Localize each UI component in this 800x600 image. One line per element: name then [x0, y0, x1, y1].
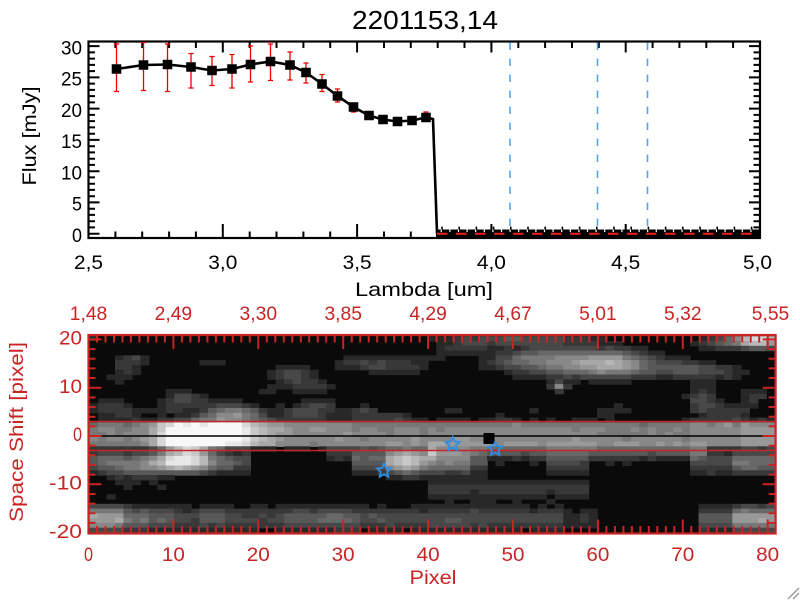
svg-text:5,01: 5,01 [579, 303, 617, 325]
svg-text:Space Shift [pixel]: Space Shift [pixel] [6, 342, 28, 522]
svg-text:20: 20 [61, 100, 82, 122]
svg-text:40: 40 [417, 544, 440, 566]
svg-text:50: 50 [502, 544, 525, 566]
svg-text:0: 0 [72, 225, 82, 247]
svg-text:30: 30 [61, 37, 82, 59]
svg-text:1,48: 1,48 [70, 303, 108, 325]
svg-text:3,0: 3,0 [208, 252, 237, 274]
svg-text:60: 60 [586, 544, 609, 566]
svg-text:2201153,14: 2201153,14 [352, 7, 498, 35]
svg-text:0: 0 [84, 544, 93, 566]
svg-text:10: 10 [61, 162, 82, 184]
svg-text:70: 70 [671, 544, 694, 566]
svg-text:80: 80 [756, 544, 779, 566]
svg-text:30: 30 [332, 544, 355, 566]
svg-text:20: 20 [247, 544, 270, 566]
svg-text:3,85: 3,85 [324, 303, 362, 325]
svg-text:5,32: 5,32 [664, 303, 702, 325]
svg-text:10: 10 [59, 376, 82, 398]
svg-text:5,55: 5,55 [752, 303, 790, 325]
svg-text:Flux [mJy]: Flux [mJy] [19, 87, 41, 186]
svg-text:-20: -20 [49, 521, 82, 543]
svg-text:2,5: 2,5 [74, 252, 103, 274]
svg-text:4,67: 4,67 [494, 303, 532, 325]
svg-text:5: 5 [72, 194, 82, 216]
svg-text:-10: -10 [49, 473, 82, 495]
svg-text:4,5: 4,5 [611, 252, 640, 274]
svg-text:Pixel: Pixel [410, 567, 457, 589]
svg-text:3,5: 3,5 [343, 252, 372, 274]
svg-text:10: 10 [162, 544, 185, 566]
svg-text:0: 0 [73, 424, 82, 446]
svg-text:25: 25 [61, 69, 82, 91]
svg-text:4,0: 4,0 [477, 252, 506, 274]
svg-text:5,0: 5,0 [743, 252, 772, 274]
svg-text:4,29: 4,29 [409, 303, 447, 325]
svg-text:20: 20 [59, 328, 82, 350]
svg-text:15: 15 [61, 131, 82, 153]
svg-text:2,49: 2,49 [155, 303, 193, 325]
svg-text:3,30: 3,30 [240, 303, 278, 325]
svg-text:Lambda [um]: Lambda [um] [355, 279, 493, 301]
